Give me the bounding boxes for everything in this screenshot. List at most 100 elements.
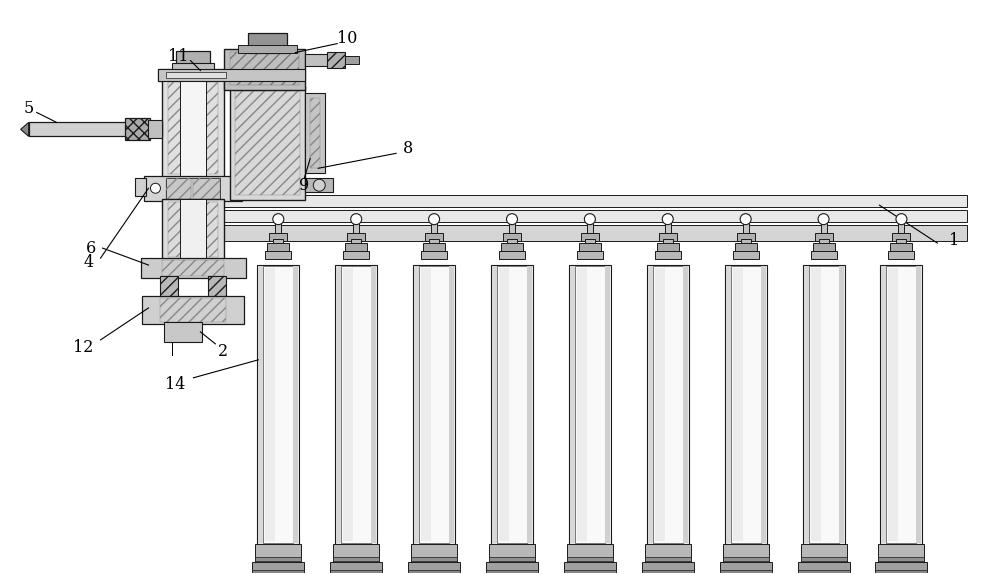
Bar <box>408 571 460 574</box>
Bar <box>160 276 178 298</box>
Bar <box>737 233 755 241</box>
Bar <box>492 266 497 544</box>
Bar <box>414 266 419 544</box>
Bar <box>423 243 445 253</box>
Bar <box>890 243 912 253</box>
Bar <box>585 239 595 245</box>
Bar <box>265 268 275 541</box>
Bar <box>648 266 653 544</box>
Bar <box>486 571 538 574</box>
Bar <box>160 298 226 322</box>
Bar <box>577 268 587 541</box>
Bar <box>144 176 242 201</box>
Bar <box>421 251 447 259</box>
Bar <box>663 239 673 245</box>
Bar <box>803 265 845 544</box>
Bar <box>269 233 287 241</box>
Circle shape <box>584 214 595 224</box>
Bar <box>499 251 525 259</box>
Bar <box>213 195 967 207</box>
Bar <box>305 179 333 192</box>
Bar <box>499 268 509 541</box>
Bar <box>665 223 671 233</box>
Bar <box>497 266 527 544</box>
Bar <box>429 239 439 245</box>
Bar <box>733 268 743 541</box>
Bar <box>208 276 226 298</box>
Bar <box>148 121 162 138</box>
Bar <box>330 563 382 574</box>
Bar <box>162 199 224 259</box>
Bar <box>683 266 688 544</box>
Circle shape <box>662 214 673 224</box>
Bar <box>158 68 228 80</box>
Bar <box>176 51 210 72</box>
Circle shape <box>818 214 829 224</box>
Bar <box>839 266 844 544</box>
Bar <box>878 557 924 561</box>
Bar <box>305 94 325 173</box>
Bar <box>731 266 761 544</box>
Bar <box>642 571 694 574</box>
Bar <box>507 239 517 245</box>
Bar <box>898 223 904 233</box>
Bar <box>419 266 449 544</box>
Bar <box>741 239 751 245</box>
Bar <box>413 265 455 544</box>
Text: 12: 12 <box>73 339 94 356</box>
Bar <box>577 251 603 259</box>
Bar <box>164 322 202 342</box>
Bar <box>801 557 847 561</box>
Bar <box>735 243 757 253</box>
Circle shape <box>740 214 751 224</box>
Bar <box>235 91 300 195</box>
Bar <box>815 233 833 241</box>
Bar <box>371 266 376 544</box>
Bar <box>821 223 827 233</box>
Circle shape <box>429 214 440 224</box>
Bar <box>265 251 291 259</box>
Bar <box>916 266 921 544</box>
Bar <box>345 56 359 64</box>
Bar <box>569 265 611 544</box>
Bar <box>723 557 769 561</box>
Bar <box>166 179 220 199</box>
Bar <box>343 268 353 541</box>
Bar <box>501 243 523 253</box>
Bar <box>162 79 224 179</box>
Bar <box>421 268 431 541</box>
Text: 14: 14 <box>165 377 186 393</box>
Text: 2: 2 <box>218 343 228 360</box>
Bar <box>575 266 605 544</box>
Circle shape <box>273 214 284 224</box>
Bar <box>813 243 835 253</box>
Bar <box>162 260 224 276</box>
Bar <box>29 122 162 137</box>
Bar <box>564 563 616 574</box>
Bar <box>878 544 924 563</box>
Bar <box>804 266 809 544</box>
Bar <box>293 266 298 544</box>
Bar <box>335 265 377 544</box>
Bar <box>720 571 772 574</box>
Bar <box>327 52 345 68</box>
Bar <box>811 251 837 259</box>
Bar <box>213 225 967 241</box>
Bar <box>503 233 521 241</box>
Bar <box>275 223 281 233</box>
Text: 9: 9 <box>299 177 309 194</box>
Bar <box>267 243 289 253</box>
Bar <box>881 266 886 544</box>
Bar <box>193 179 220 199</box>
Text: 10: 10 <box>337 30 357 47</box>
Bar <box>647 265 689 544</box>
Bar <box>411 557 457 561</box>
Bar <box>449 266 454 544</box>
Bar <box>168 202 218 257</box>
Bar <box>333 544 379 563</box>
Bar <box>655 268 665 541</box>
Text: 5: 5 <box>24 100 34 117</box>
Bar <box>509 223 515 233</box>
Bar <box>336 266 341 544</box>
Bar <box>166 72 226 77</box>
